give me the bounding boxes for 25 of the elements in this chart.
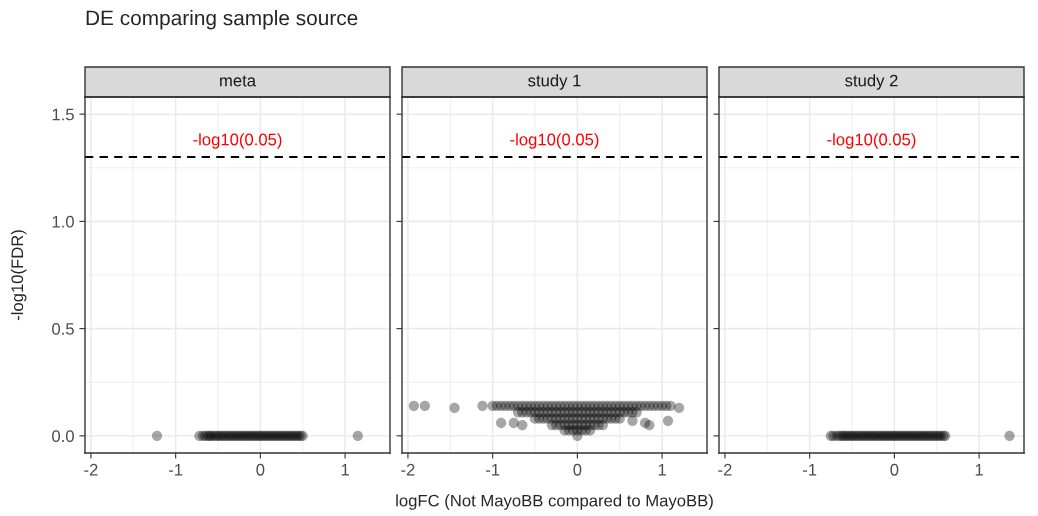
y-tick-label: 1.5: [52, 108, 74, 121]
y-tick-label: 0.0: [52, 430, 74, 443]
x-tick-label: 1: [658, 464, 666, 476]
chart-title: study 1: [528, 74, 581, 90]
x-tick-label: 0: [890, 463, 899, 476]
chart-title: meta: [220, 75, 257, 87]
x-axis-title: logFC (Not MayoBB compared to MayoBB): [396, 494, 713, 510]
y-tick-label: 0.5: [52, 323, 74, 335]
y-axis-title: -log10(FDR): [10, 230, 27, 321]
x-tick-label: 0: [573, 463, 582, 476]
x-tick-label: -2: [84, 463, 98, 476]
y-tick-label: 1.0: [52, 215, 74, 228]
x-tick-label: 1: [341, 464, 349, 476]
chart-title: study 2: [845, 74, 898, 90]
ref-line-label: -log10(0.05): [193, 133, 282, 149]
x-tick-label: -2: [401, 463, 415, 476]
x-tick-label: 0: [256, 463, 265, 476]
x-tick-label: -2: [718, 463, 732, 476]
text: DE comparing sample source: [86, 10, 358, 30]
x-tick-label: -1: [168, 464, 183, 476]
x-tick-label: 1: [975, 464, 983, 476]
x-tick-label: -1: [485, 464, 500, 476]
x-tick-label: -1: [802, 464, 817, 476]
ref-line-label: -log10(0.05): [510, 133, 599, 149]
ref-line-label: -log10(0.05): [827, 133, 916, 149]
